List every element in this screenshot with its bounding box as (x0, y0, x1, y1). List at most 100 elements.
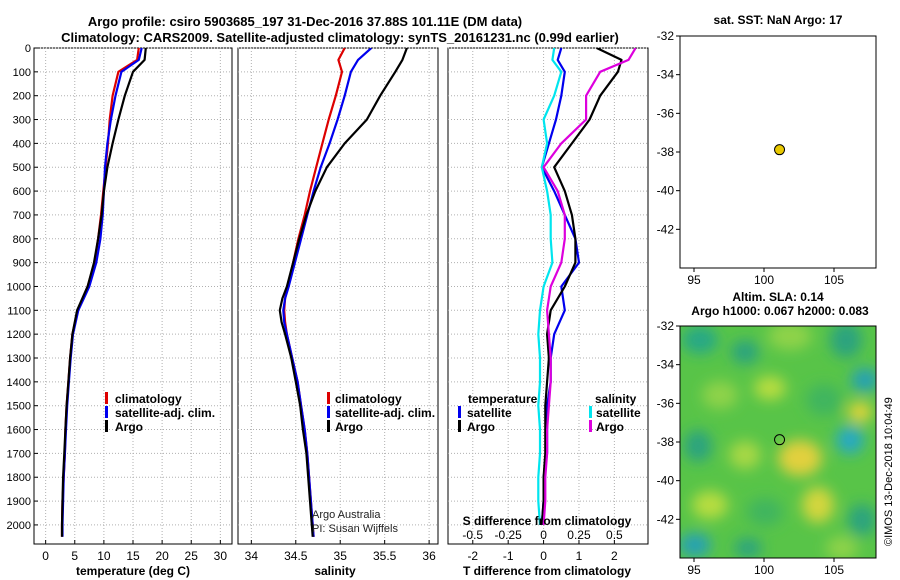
y-tick-label: 400 (13, 138, 31, 150)
x-tick-label: -2 (467, 549, 478, 563)
map-y-tick-label: -38 (657, 435, 675, 449)
depth-axis: 0 100 200 300 400 500 600 700 800 900 1000 1100 1200… (7, 43, 38, 532)
sla-blob (680, 533, 711, 557)
y-tick-label: 2000 (7, 520, 31, 532)
sst-map-title: sat. SST: NaN Argo: 17 (714, 13, 843, 27)
salinity-panel-frame (237, 47, 439, 545)
s-tick-label: 0.25 (567, 528, 591, 542)
y-tick-label: 1300 (7, 353, 31, 365)
difference-panel-frame (447, 47, 649, 545)
difference-grid (448, 47, 648, 544)
legend-swatch-climatology (327, 392, 330, 404)
map-y-tick-label: -36 (657, 396, 675, 410)
legend-label-argo: Argo (115, 420, 143, 434)
y-tick-label: 1700 (7, 448, 31, 460)
legend-label-argo: Argo (335, 420, 363, 434)
legend-swatch-climatology (105, 392, 108, 404)
s-tick-label: 0.5 (606, 528, 623, 542)
map-y-tick-label: -34 (657, 358, 675, 372)
map-x-tick-label: 95 (687, 563, 701, 577)
legend-swatch-satellite (327, 406, 330, 418)
sla-blob (754, 376, 786, 400)
y-tick-label: 800 (13, 234, 31, 246)
legend-title-temperature: temperature (468, 392, 538, 406)
map-y-tick-label: -32 (657, 29, 675, 43)
s-tick-label: -0.25 (494, 528, 522, 542)
sla-heatmap (680, 326, 876, 558)
x-tick-label: 5 (71, 549, 78, 563)
sla-blob (802, 487, 834, 523)
annotation-pi: PI: Susan Wijffels (312, 523, 398, 535)
s-tick-label: -0.5 (462, 528, 483, 542)
sla-map-title: Altim. SLA: 0.14 (732, 290, 824, 304)
y-tick-label: 1900 (7, 496, 31, 508)
temperature-legend: climatology satellite-adj. clim. Argo (105, 392, 215, 434)
map-y-tick-label: -38 (657, 145, 675, 159)
legend-swatch-argo (327, 420, 330, 432)
temperature-xlabel: temperature (deg C) (76, 564, 190, 578)
sla-blob (851, 368, 876, 392)
sla-blob (836, 426, 864, 454)
salinity-xlabel: salinity (314, 564, 356, 578)
legend-label-climatology: climatology (335, 392, 402, 406)
map-y-tick-label: -42 (657, 222, 675, 236)
s-difference-ticks: -0.5 -0.25 0 0.25 0.5 (462, 528, 623, 542)
sla-map-subtitle: Argo h1000: 0.067 h2000: 0.083 (691, 304, 869, 318)
y-tick-label: 1800 (7, 472, 31, 484)
y-tick-label: 100 (13, 67, 31, 79)
x-tick-label: 0 (42, 549, 49, 563)
sla-blob (702, 381, 738, 409)
sla-blob (729, 441, 761, 469)
x-tick-label: 20 (155, 549, 169, 563)
y-tick-label: 200 (13, 91, 31, 103)
sla-blob (731, 340, 759, 364)
legend-label-satellite: satellite-adj. clim. (335, 406, 435, 420)
x-tick-label: 10 (97, 549, 111, 563)
map-y-tick-label: -34 (657, 68, 675, 82)
s-difference-label: S difference from climatology (463, 514, 632, 528)
legend-label-climatology: climatology (115, 392, 182, 406)
y-tick-label: 1200 (7, 329, 31, 341)
argo-float-marker (774, 434, 786, 446)
y-tick-label: 900 (13, 258, 31, 270)
sla-heatmap-field (680, 326, 876, 558)
map-x-tick-label: 100 (754, 273, 774, 287)
salinity-grid (238, 47, 438, 544)
s-tick-label: 0 (540, 528, 547, 542)
legend-swatch-sal-argo (589, 420, 592, 432)
sla-blob (806, 384, 842, 416)
sla-map-axes: -32 -34 -36 -38 -40 -42 95 100 105 (657, 319, 845, 577)
legend-label-temp-satellite: satellite (467, 406, 512, 420)
legend-swatch-temp-satellite (458, 406, 461, 418)
series-line-salinity-argo (542, 48, 637, 525)
difference-legend: temperature salinity satellite Argo sate… (458, 392, 641, 434)
series-line-argo (278, 48, 408, 537)
map-y-tick-label: -42 (657, 512, 675, 526)
difference-series (537, 48, 637, 525)
series-line-climatology (283, 48, 346, 537)
series-line-temperature-argo (540, 48, 623, 525)
map-y-tick-label: -32 (657, 319, 675, 333)
y-tick-label: 600 (13, 186, 31, 198)
series-line-satellite-adj-clim- (61, 48, 143, 537)
sla-blob (778, 440, 822, 476)
series-line-salinity-satellite (537, 48, 563, 525)
y-tick-label: 1400 (7, 377, 31, 389)
x-tick-label: -1 (503, 549, 514, 563)
sla-blob (848, 402, 872, 422)
legend-label-sal-satellite: satellite (596, 406, 641, 420)
y-tick-label: 1000 (7, 281, 31, 293)
x-tick-label: 25 (185, 549, 199, 563)
header-line-1: Argo profile: csiro 5903685_197 31-Dec-2… (88, 14, 522, 29)
sla-blob (682, 326, 718, 354)
salinity-legend: climatology satellite-adj. clim. Argo (327, 392, 435, 434)
legend-label-satellite: satellite-adj. clim. (115, 406, 215, 420)
map-y-tick-label: -40 (657, 474, 675, 488)
y-tick-label: 1500 (7, 401, 31, 413)
sst-map-axes: -32 -34 -36 -38 -40 -42 95 100 105 (657, 29, 845, 287)
series-line-climatology (60, 48, 140, 537)
y-tick-label: 500 (13, 162, 31, 174)
legend-swatch-temp-argo (458, 420, 461, 432)
map-y-tick-label: -40 (657, 184, 675, 198)
sla-blob (684, 430, 712, 462)
